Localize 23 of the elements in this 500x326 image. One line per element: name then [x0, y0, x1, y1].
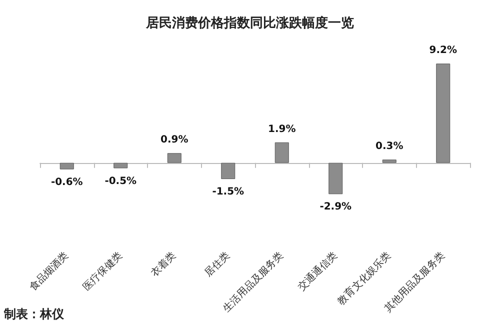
text: 制表：林仪 — [3, 307, 65, 321]
x-tick-label: 衣着类 — [148, 249, 178, 280]
bar — [114, 162, 128, 168]
x-tick-label: 医疗保健类 — [80, 249, 125, 294]
bar — [382, 160, 396, 163]
bar — [221, 162, 236, 180]
bar — [328, 162, 343, 194]
x-tick-label: 居住类 — [202, 249, 232, 280]
data-label: -0.5% — [104, 176, 137, 187]
data-label: 1.9% — [268, 124, 296, 135]
x-tick-label: 交通通信类 — [296, 249, 340, 294]
data-label: 0.3% — [376, 141, 404, 152]
bar — [60, 162, 74, 170]
data-label: -2.9% — [320, 202, 352, 213]
data-label: -0.6% — [50, 176, 83, 188]
x-tick-label: 食品烟酒类 — [26, 249, 71, 294]
chart-title: 居民消费价格指数同比涨跌幅度一览 — [145, 15, 354, 31]
bar — [167, 153, 182, 163]
data-label: 0.9% — [160, 134, 188, 146]
bar — [274, 142, 289, 163]
data-label: -1.5% — [212, 186, 244, 198]
bar — [436, 64, 450, 163]
data-label: 9.2% — [429, 45, 457, 56]
